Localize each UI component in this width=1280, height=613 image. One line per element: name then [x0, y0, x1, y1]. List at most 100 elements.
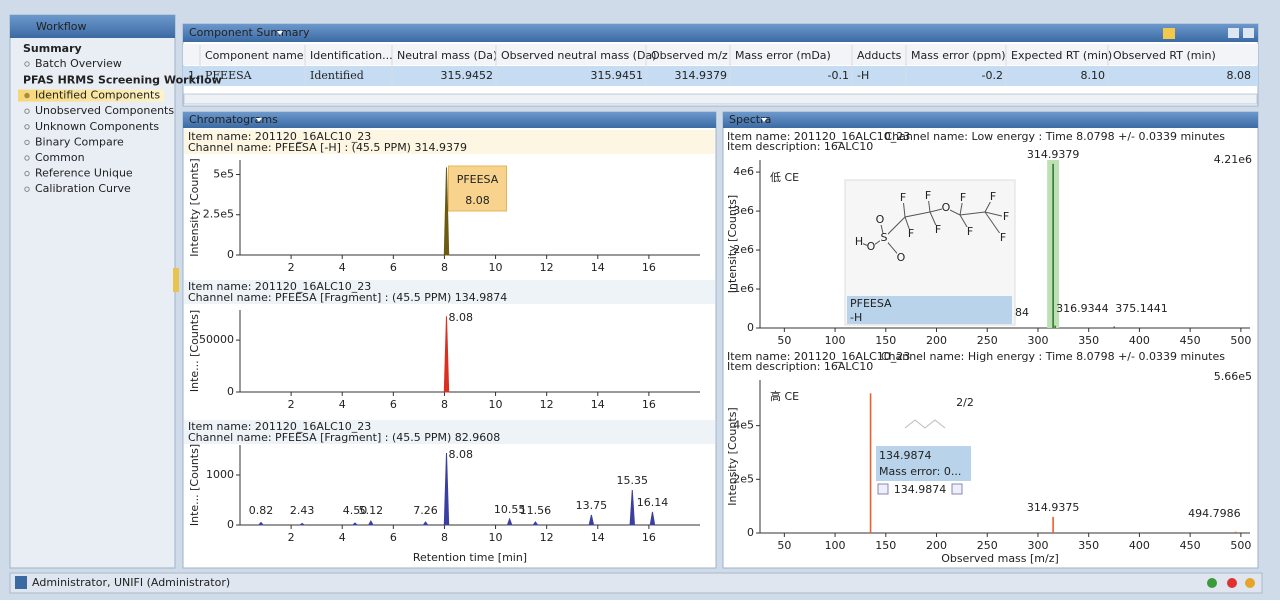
table-cell[interactable]: 315.9452 — [441, 69, 494, 82]
y-axis-label: Inte... [Counts] — [188, 310, 201, 392]
peak — [257, 521, 265, 526]
bond — [902, 197, 912, 235]
max-intensity: 5.66e5 — [1214, 370, 1252, 383]
workflow-item[interactable]: Unobserved Components — [35, 104, 174, 117]
workflow-item[interactable]: Calibration Curve — [35, 182, 131, 195]
peak — [506, 517, 513, 526]
panel-title[interactable]: Component Summary — [189, 26, 310, 39]
nav-button[interactable] — [951, 483, 963, 495]
table-cell[interactable]: 315.9451 — [591, 69, 644, 82]
x-tick-label: 14 — [591, 261, 605, 274]
x-tick-label: 4 — [339, 398, 346, 411]
toolbar-icon[interactable] — [1163, 28, 1175, 39]
column-header[interactable]: Identification... — [310, 49, 393, 62]
channel-name: Channel name: High energy : Time 8.0798 … — [881, 350, 1225, 363]
atom-bg — [942, 203, 950, 213]
panel-title[interactable]: Spectra — [729, 113, 771, 126]
table-cell[interactable]: 314.9379 — [675, 69, 728, 82]
column-header[interactable]: Adducts — [857, 49, 902, 62]
atom: O — [867, 240, 876, 253]
bullet — [24, 186, 30, 192]
column-header[interactable]: Mass error (ppm) — [911, 49, 1006, 62]
y-tick-label: 0 — [227, 518, 234, 531]
x-tick-label: 10 — [489, 261, 503, 274]
bullet — [24, 61, 30, 67]
table-header — [183, 44, 1258, 65]
adduct: -H — [850, 311, 862, 324]
scrollbar[interactable] — [183, 93, 1258, 105]
spectra-title-bar[interactable] — [723, 112, 1258, 128]
workflow-item[interactable]: Identified Components — [35, 89, 160, 102]
splitter-handle[interactable] — [173, 268, 179, 292]
window-button[interactable] — [1243, 28, 1254, 38]
table-cell[interactable]: Identified — [310, 69, 364, 82]
table-cell[interactable]: -0.2 — [982, 69, 1003, 82]
atom-bg — [959, 193, 967, 203]
peak-label: 8.08 — [448, 448, 473, 461]
tooltip — [876, 446, 971, 481]
column-header[interactable]: Component name — [205, 49, 304, 62]
peak-label: 84 — [1015, 306, 1029, 319]
peak-label: 316.9344 — [1056, 302, 1109, 315]
nav-button[interactable] — [877, 483, 889, 495]
atom: O — [942, 201, 951, 214]
workflow-item[interactable]: Common — [35, 151, 85, 164]
selected-row[interactable] — [183, 66, 1258, 86]
peak — [422, 521, 429, 526]
workflow-item[interactable]: Binary Compare — [35, 135, 124, 148]
x-tick-label: 6 — [390, 531, 397, 544]
workflow-item[interactable]: Reference Unique — [35, 167, 133, 180]
fragment-structure — [904, 419, 946, 429]
bullet — [24, 155, 30, 161]
item-name: Item name: 201120_16ALC10_23 — [188, 420, 371, 433]
summary-title-bar[interactable] — [183, 24, 1258, 42]
plot-header — [184, 420, 715, 444]
column-header[interactable]: Mass error (mDa) — [735, 49, 831, 62]
atom: F — [990, 190, 996, 203]
bond — [959, 197, 971, 233]
window-button[interactable] — [1228, 28, 1239, 38]
chromatogram-title-bar[interactable] — [183, 112, 716, 128]
sidebar-title: Workflow — [36, 20, 87, 33]
dropdown-arrow[interactable] — [761, 118, 767, 122]
item-name: Item name: 201120_16ALC10_23 — [727, 130, 910, 143]
item-description: Item description: 16ALC10 — [727, 140, 873, 153]
table-cell[interactable]: 8.10 — [1081, 69, 1106, 82]
table-cell[interactable]: -H — [857, 69, 869, 82]
table-cell[interactable]: 8.08 — [1227, 69, 1252, 82]
nav-label: 134.9874 — [894, 483, 947, 496]
channel-name: Channel name: PFEESA [Fragment] : (45.5 … — [188, 291, 507, 304]
x-tick-label: 250 — [977, 539, 998, 552]
atom-bg — [855, 237, 863, 247]
column-header[interactable]: Observed RT (min) — [1113, 49, 1216, 62]
workflow-item[interactable]: Unknown Components — [35, 120, 159, 133]
peak — [443, 452, 450, 526]
channel-name: Channel name: Low energy : Time 8.0798 +… — [884, 130, 1225, 143]
y-tick-label: 50000 — [199, 333, 234, 346]
peak-label: 16.14 — [637, 496, 669, 509]
dropdown-arrow[interactable] — [256, 118, 262, 122]
sidebar-header[interactable] — [10, 15, 175, 38]
peak — [367, 519, 374, 526]
y-axis-label: Intensity [Counts] — [726, 195, 739, 293]
column-header[interactable]: Observed neutral mass (Da) — [501, 49, 656, 62]
column-header[interactable]: Observed m/z — [651, 49, 728, 62]
panel-title[interactable]: Chromatograms — [189, 113, 278, 126]
x-tick-label: 500 — [1230, 539, 1251, 552]
tooltip-mass: 134.9874 — [879, 449, 932, 462]
y-tick-label: 2e5 — [733, 472, 754, 485]
table-cell[interactable]: -0.1 — [828, 69, 849, 82]
column-header[interactable]: Expected RT (min) — [1011, 49, 1112, 62]
dropdown-arrow[interactable] — [277, 31, 283, 35]
annotation: 高 CE — [770, 389, 799, 403]
peak-label: 2.43 — [290, 504, 315, 517]
y-tick-label: 5e5 — [213, 167, 234, 180]
column-header[interactable]: Neutral mass (Da) — [397, 49, 497, 62]
table-cell[interactable]: PFEESA — [205, 69, 253, 82]
workflow-item[interactable]: Batch Overview — [35, 57, 122, 70]
bullet — [24, 92, 30, 99]
atom-bg — [934, 225, 942, 235]
bullet — [24, 108, 30, 114]
